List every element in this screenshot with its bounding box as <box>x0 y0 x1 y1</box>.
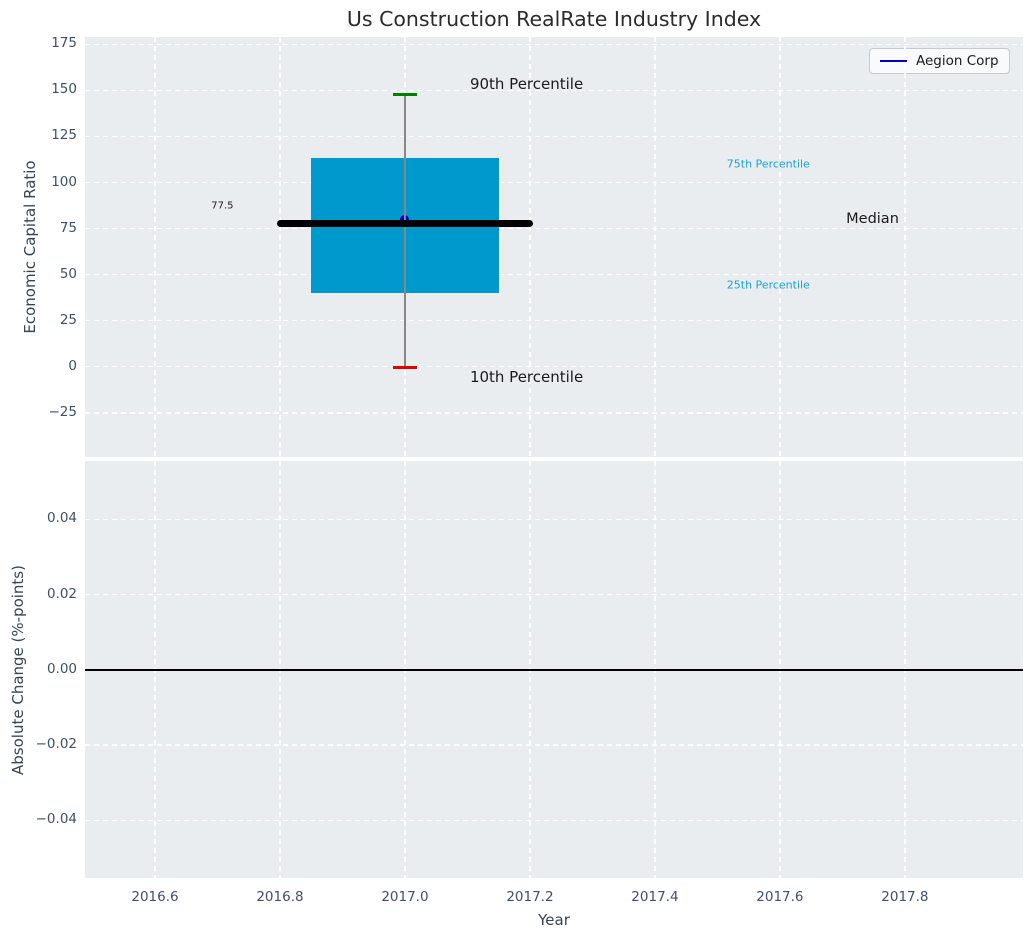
legend-line-sample <box>880 59 907 63</box>
annotation-90th-percentile: 90th Percentile <box>469 75 584 94</box>
whisker-cap-90th <box>393 92 417 96</box>
x-tick-label: 2016.8 <box>256 889 304 905</box>
legend-label: Aegion Corp <box>916 53 999 69</box>
chart-title: Us Construction RealRate Industry Index <box>346 7 762 31</box>
annotation-10th-percentile: 10th Percentile <box>469 368 584 387</box>
y-tick-label: −0.02 <box>35 736 77 753</box>
annotation-25th-percentile: 25th Percentile <box>726 278 810 292</box>
x-tick-label: 2017.6 <box>756 889 804 905</box>
y-tick-label: 100 <box>51 173 77 190</box>
whisker-line <box>404 94 406 368</box>
whisker-cap-10th <box>393 366 417 370</box>
x-tick-label: 2017.0 <box>381 889 429 905</box>
annotation-median: Median <box>846 211 899 228</box>
x-tick-label: 2017.4 <box>631 889 679 905</box>
top-plot-area <box>85 37 1023 457</box>
y-axis-label-top: Economic Capital Ratio <box>21 160 39 334</box>
x-tick-label: 2017.2 <box>506 889 554 905</box>
y-tick-label: 50 <box>59 265 77 282</box>
x-axis-label: Year <box>538 911 570 929</box>
annotation-77.5: 77.5 <box>211 200 234 212</box>
legend: Aegion Corp <box>869 48 1010 74</box>
zero-line <box>85 669 1023 671</box>
median-line <box>276 220 534 228</box>
y-tick-label: −0.04 <box>35 811 77 828</box>
y-tick-label: 25 <box>59 311 77 328</box>
x-tick-label: 2017.8 <box>881 889 929 905</box>
y-tick-label: 0.02 <box>46 585 77 602</box>
y-tick-label: 175 <box>51 35 77 52</box>
y-tick-label: 0 <box>68 357 77 374</box>
x-tick-label: 2016.6 <box>131 889 179 905</box>
y-tick-label: 125 <box>51 127 77 144</box>
y-tick-label: 0.00 <box>46 660 77 677</box>
y-tick-label: −25 <box>48 403 78 420</box>
annotation-75th-percentile: 75th Percentile <box>726 157 810 171</box>
y-tick-label: 150 <box>51 81 77 98</box>
y-tick-label: 75 <box>59 219 77 236</box>
y-tick-label: 0.04 <box>46 510 77 527</box>
